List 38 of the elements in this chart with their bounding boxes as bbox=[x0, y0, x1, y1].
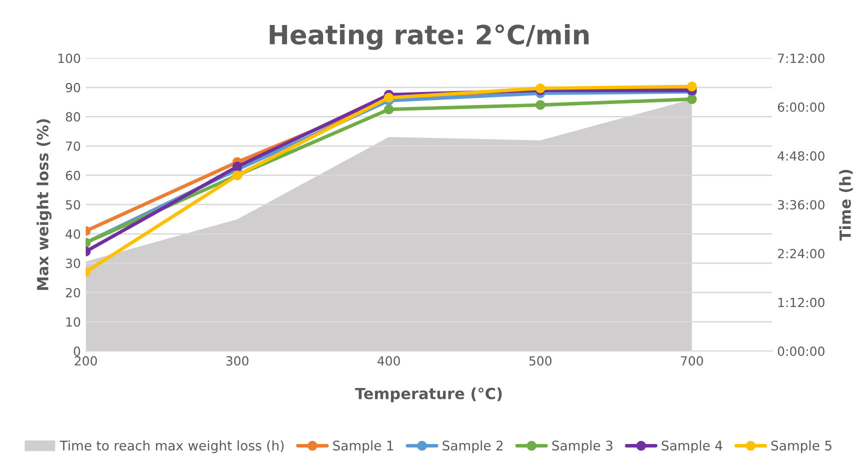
x-axis-title: Temperature (°C) bbox=[355, 387, 502, 402]
y2-tick-label: 4:48:00 bbox=[778, 151, 824, 161]
y2-tick-label: 1:12:00 bbox=[778, 298, 824, 308]
x-tick-label: 200 bbox=[74, 356, 97, 366]
legend-label: Sample 4 bbox=[662, 440, 722, 454]
x-tick-label: 700 bbox=[680, 356, 703, 366]
y-axis-title: Max weight loss (%) bbox=[36, 119, 52, 290]
y2-tick-label: 7:12:00 bbox=[778, 54, 824, 64]
y-tick-label: 50 bbox=[66, 200, 80, 210]
point bbox=[384, 104, 394, 114]
point bbox=[687, 94, 697, 104]
y2-tick-label: 6:00:00 bbox=[778, 102, 824, 112]
y-tick-label: 90 bbox=[66, 82, 80, 92]
y-tick-label: 40 bbox=[66, 229, 80, 239]
y2-tick-label: 0:00:00 bbox=[778, 346, 824, 356]
y-tick-label: 70 bbox=[66, 141, 80, 151]
y-tick-label: 10 bbox=[66, 317, 80, 327]
x-tick-label: 300 bbox=[226, 356, 248, 366]
point bbox=[536, 100, 546, 110]
legend-label: Sample 5 bbox=[771, 440, 832, 454]
y2-tick-label: 2:24:00 bbox=[778, 248, 824, 258]
x-tick-label: 400 bbox=[378, 356, 400, 366]
y-tick-label: 30 bbox=[66, 258, 80, 268]
chart-title: Heating rate: 2°C/min bbox=[270, 24, 589, 50]
y-tick-label: 80 bbox=[66, 112, 80, 122]
legend-label: Sample 3 bbox=[552, 440, 612, 454]
legend-label: Sample 2 bbox=[442, 440, 503, 454]
y2-tick-label: 3:36:00 bbox=[778, 200, 824, 210]
point bbox=[232, 162, 242, 172]
legend-label: Time to reach max weight loss (h) bbox=[60, 440, 284, 454]
legend-label: Sample 1 bbox=[333, 440, 394, 454]
x-tick-label: 500 bbox=[529, 356, 552, 366]
y-tick-label: 0 bbox=[74, 346, 80, 356]
y2-axis-title: Time (h) bbox=[839, 170, 853, 241]
point bbox=[687, 82, 697, 92]
y-tick-label: 20 bbox=[66, 288, 80, 298]
y-tick-label: 60 bbox=[66, 170, 80, 180]
y-tick-label: 100 bbox=[58, 54, 80, 64]
